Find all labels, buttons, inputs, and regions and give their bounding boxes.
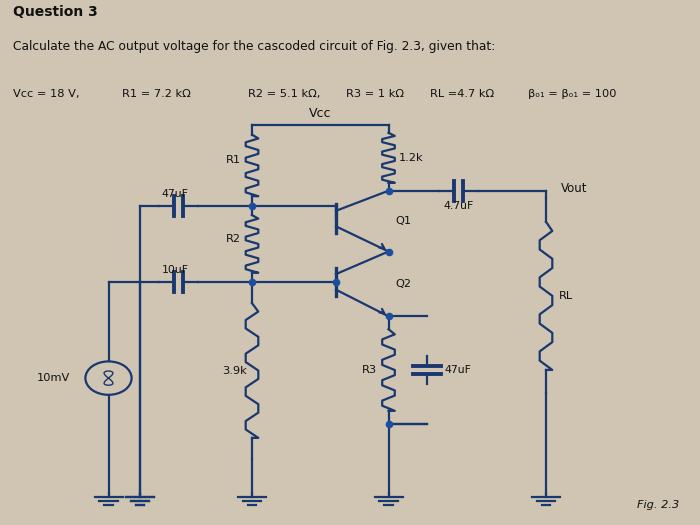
Text: R2 = 5.1 kΩ,: R2 = 5.1 kΩ, xyxy=(248,89,321,99)
Text: R3 = 1 kΩ: R3 = 1 kΩ xyxy=(346,89,405,99)
Text: 10uF: 10uF xyxy=(162,265,188,275)
Text: 47uF: 47uF xyxy=(444,365,471,375)
Text: R3: R3 xyxy=(362,365,377,375)
Text: Fig. 2.3: Fig. 2.3 xyxy=(637,500,679,510)
Text: RL: RL xyxy=(559,291,573,301)
Text: 4.7uF: 4.7uF xyxy=(443,201,474,211)
Text: 47uF: 47uF xyxy=(162,189,188,199)
Text: R1 = 7.2 kΩ: R1 = 7.2 kΩ xyxy=(122,89,191,99)
Text: 3.9k: 3.9k xyxy=(222,365,246,375)
Text: RL =4.7 kΩ: RL =4.7 kΩ xyxy=(430,89,495,99)
Text: Vcc: Vcc xyxy=(309,107,332,120)
Text: Calculate the AC output voltage for the cascoded circuit of Fig. 2.3, given that: Calculate the AC output voltage for the … xyxy=(13,40,495,53)
Text: Question 3: Question 3 xyxy=(13,5,97,19)
Text: R2: R2 xyxy=(226,234,241,244)
Text: R1: R1 xyxy=(225,155,241,165)
Text: Vcc = 18 V,: Vcc = 18 V, xyxy=(13,89,79,99)
Text: βₒ₁ = βₒ₁ = 100: βₒ₁ = βₒ₁ = 100 xyxy=(528,89,617,99)
Text: 1.2k: 1.2k xyxy=(398,153,423,163)
Text: Q1: Q1 xyxy=(395,216,412,226)
Text: Vout: Vout xyxy=(561,182,588,195)
Text: Q2: Q2 xyxy=(395,279,412,289)
Text: 10mV: 10mV xyxy=(36,373,70,383)
